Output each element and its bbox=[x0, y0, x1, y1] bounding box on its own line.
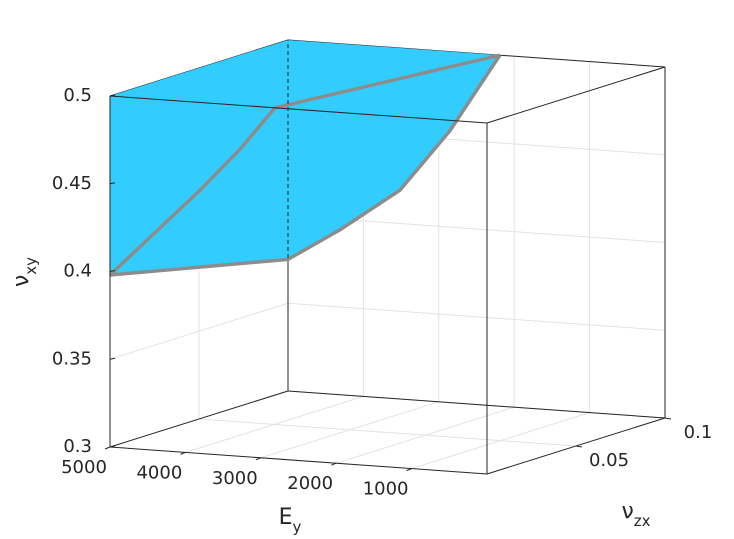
axis-box bbox=[486, 66, 666, 124]
tick-mark bbox=[109, 270, 116, 272]
y-tick-label: 0.1 bbox=[684, 422, 713, 443]
axis-box bbox=[109, 446, 488, 475]
z-tick-label: 0.5 bbox=[63, 85, 92, 106]
tick-mark bbox=[331, 462, 337, 466]
axis-label-subscript: xy bbox=[22, 257, 40, 275]
axis-box bbox=[287, 39, 666, 68]
x-tick-label: 5000 bbox=[61, 457, 107, 478]
axis-label-symbol: ν bbox=[621, 499, 633, 524]
z-tick-label: 0.3 bbox=[63, 436, 92, 457]
axis-label: νxy bbox=[9, 257, 40, 287]
axis-label: νzx bbox=[621, 499, 650, 530]
x-tick-label: 4000 bbox=[136, 462, 182, 483]
tick-mark bbox=[109, 357, 116, 360]
surface bbox=[110, 40, 500, 276]
z-tick-label: 0.45 bbox=[52, 173, 92, 194]
axis-label-subscript: zx bbox=[634, 512, 651, 530]
grid-line bbox=[198, 418, 577, 447]
tick-mark bbox=[180, 451, 186, 455]
axis-box bbox=[109, 390, 289, 448]
surface-edge bbox=[108, 53, 501, 277]
tick-mark bbox=[575, 445, 583, 448]
tick-mark bbox=[109, 445, 116, 448]
tick-mark bbox=[109, 94, 116, 97]
axis-label-symbol: ν bbox=[9, 275, 34, 287]
tick-mark bbox=[664, 417, 672, 420]
x-tick-label: 1000 bbox=[363, 479, 409, 500]
axis-label: Ey bbox=[279, 505, 302, 536]
x-tick-label: 2000 bbox=[287, 473, 333, 494]
grid-line bbox=[287, 302, 666, 331]
tick-mark bbox=[255, 457, 261, 461]
surface-edge bbox=[109, 54, 502, 277]
axis-label-subscript: y bbox=[293, 518, 302, 536]
z-tick-label: 0.4 bbox=[63, 261, 92, 282]
x-tick-label: 3000 bbox=[212, 468, 258, 489]
axis-box bbox=[287, 390, 666, 419]
tick-mark bbox=[109, 182, 116, 185]
tick-mark bbox=[406, 468, 412, 472]
z-tick-label: 0.35 bbox=[52, 348, 92, 369]
y-tick-label: 0.05 bbox=[589, 450, 629, 471]
axis-box bbox=[109, 95, 488, 124]
axis-label-symbol: E bbox=[279, 505, 293, 530]
tick-mark bbox=[104, 446, 111, 450]
